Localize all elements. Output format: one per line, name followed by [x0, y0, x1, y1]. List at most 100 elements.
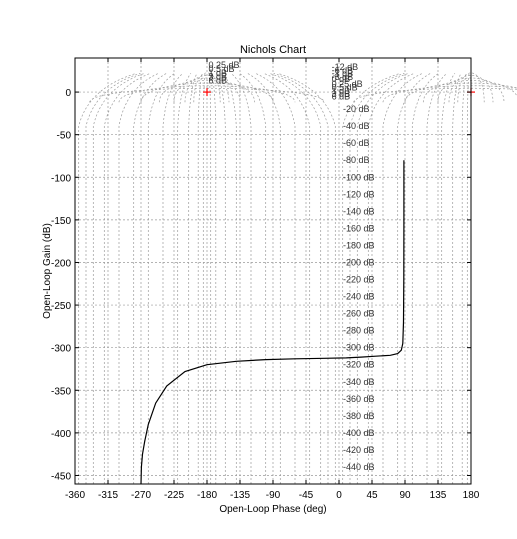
grid-contour-label: -120 dB	[343, 189, 375, 199]
grid-contour-label: -380 dB	[343, 411, 375, 421]
x-tick-label: 45	[366, 490, 378, 501]
phase-contour	[78, 72, 137, 484]
grid-contour-label: -220 dB	[343, 275, 375, 285]
phase-contour	[211, 73, 217, 484]
grid-contour-label: -6 dB	[332, 65, 354, 75]
y-tick-label: 0	[65, 88, 71, 99]
grid-contour-label: 3 dB	[332, 89, 351, 99]
phase-contour	[208, 73, 212, 484]
y-tick-label: -100	[51, 173, 71, 184]
phase-contour	[247, 72, 281, 484]
magnitude-contour	[173, 77, 241, 103]
grid-contour-label: -3 dB	[332, 72, 354, 82]
x-tick-label: 0	[336, 490, 342, 501]
x-tick-label: -360	[65, 490, 85, 501]
x-axis-label: Open-Loop Phase (deg)	[219, 504, 326, 515]
magnitude-contour	[158, 80, 256, 103]
grid-contour-label: -180 dB	[343, 240, 375, 250]
grid-contour-label: 0.25 dB	[332, 79, 363, 89]
phase-contour	[133, 72, 167, 484]
phase-contour	[466, 73, 470, 484]
grid-contour-label: -260 dB	[343, 309, 375, 319]
grid-contour-label: 0.5 dB	[332, 82, 358, 92]
open-loop-curve	[140, 88, 475, 485]
phase-contour	[230, 73, 252, 484]
phase-contour	[188, 73, 198, 484]
phase-contour	[269, 72, 322, 484]
phase-contour	[118, 72, 159, 484]
magnitude-contour	[118, 85, 296, 103]
chart-title: Nichols Chart	[240, 44, 306, 56]
series-line	[140, 160, 405, 485]
grid-contour-label: 1 dB	[332, 86, 351, 96]
phase-contour	[162, 73, 184, 484]
phase-contour	[177, 73, 192, 484]
grid-contour-label: -360 dB	[343, 394, 375, 404]
magnitude-contour	[140, 82, 274, 103]
grid-contour-label: -320 dB	[343, 360, 375, 370]
grid-contour-label: -280 dB	[343, 326, 375, 336]
grid-contour-label: 0.25 dB	[208, 60, 239, 70]
grid-contour-label: -12 dB	[332, 62, 359, 72]
grid-contour-label: 0 dB	[332, 74, 351, 84]
grid-contour-label: -140 dB	[343, 206, 375, 216]
phase-contour	[202, 73, 206, 484]
phase-contour	[342, 72, 401, 484]
grid-contour-label: 6 dB	[208, 76, 227, 86]
phase-contour	[92, 72, 145, 484]
grid-contour-label: -80 dB	[343, 155, 370, 165]
phase-contour	[382, 72, 423, 484]
x-tick-label: -315	[98, 490, 118, 501]
y-tick-label: -350	[51, 386, 71, 397]
x-tick-label: -135	[230, 490, 250, 501]
y-tick-label: -450	[51, 471, 71, 482]
grid-contour-label: -440 dB	[343, 462, 375, 472]
phase-contour	[452, 73, 462, 484]
axis-ticks: -360 -315 -270 -225 -180 -135 -90 -45 0 45 90 135 18…	[51, 58, 480, 501]
grid-contour-label: -160 dB	[343, 223, 375, 233]
x-tick-label: 90	[399, 490, 411, 501]
x-tick-label: -180	[197, 490, 217, 501]
grid-contour-label: -100 dB	[343, 172, 375, 182]
phase-contour	[263, 72, 311, 484]
magnitude-contour	[422, 80, 517, 103]
x-tick-label: 180	[463, 490, 480, 501]
phase-contour	[356, 72, 409, 484]
grid-contour-label: 3 dB	[208, 72, 227, 82]
grid-contour-label: 1 dB	[208, 68, 227, 78]
grid-contour-label: -240 dB	[343, 292, 375, 302]
phase-contour	[277, 72, 336, 484]
y-tick-label: -400	[51, 429, 71, 440]
nichols-grid: 0 dB0.25 dB0.5 dB1 dB3 dB6 dB-1 dB-3 dB-…	[74, 58, 517, 484]
x-tick-label: -270	[131, 490, 151, 501]
grid-contour-label: -60 dB	[343, 138, 370, 148]
phase-contour	[426, 73, 448, 484]
phase-contour	[461, 73, 467, 484]
y-tick-label: -200	[51, 258, 71, 269]
grid-contour-label: -420 dB	[343, 445, 375, 455]
phase-contour	[147, 73, 175, 484]
phase-contour	[216, 73, 226, 484]
phase-contour	[411, 73, 439, 484]
phase-contour	[222, 73, 237, 484]
y-tick-label: -300	[51, 344, 71, 355]
grid-contour-label: -300 dB	[343, 343, 375, 353]
x-tick-label: -45	[299, 490, 314, 501]
grid-contour-label: -200 dB	[343, 257, 375, 267]
phase-contour	[239, 73, 267, 484]
y-tick-label: -50	[57, 131, 72, 142]
phase-contour	[441, 73, 456, 484]
phase-contour	[255, 72, 296, 484]
grid-contour-label: -40 dB	[343, 121, 370, 131]
phase-contour	[367, 72, 415, 484]
grid-contour-label: -1 dB	[332, 69, 354, 79]
phase-contour	[397, 72, 431, 484]
grid-contour-label: 0.5 dB	[208, 64, 234, 74]
x-tick-label: -90	[266, 490, 281, 501]
phase-contour	[103, 72, 151, 484]
grid-contour-label: -400 dB	[343, 428, 375, 438]
x-tick-label: -225	[164, 490, 184, 501]
grid-contour-label: 6 dB	[332, 92, 351, 102]
grid-contour-label: -340 dB	[343, 377, 375, 387]
